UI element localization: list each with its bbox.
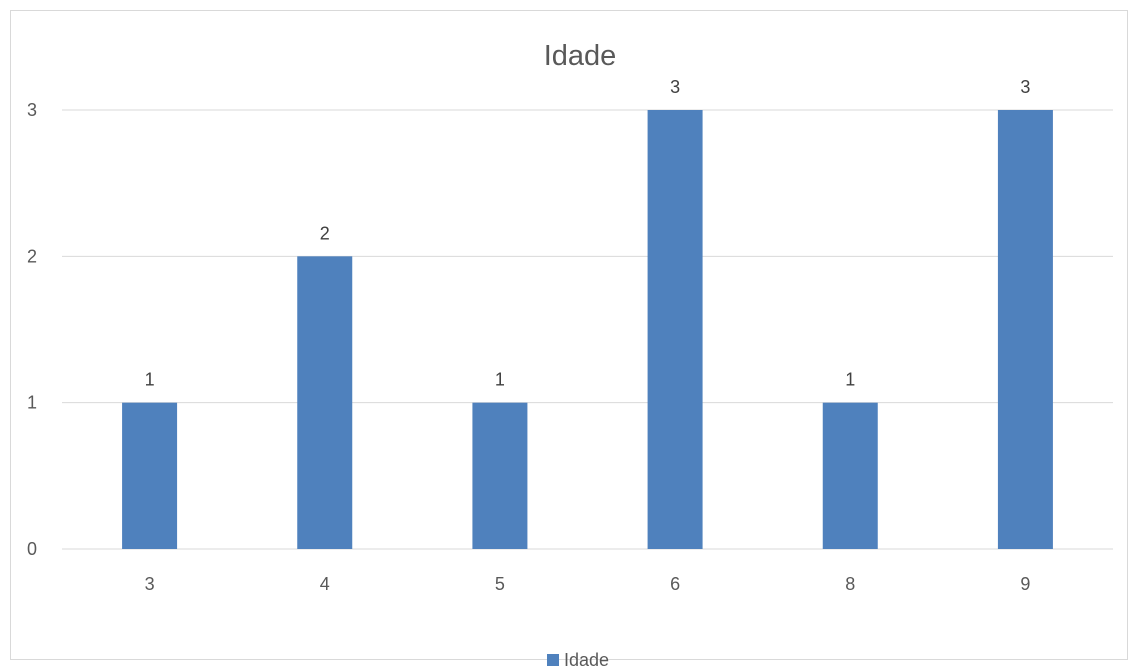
x-axis: 3 4 5 6 8 9 bbox=[145, 574, 1031, 594]
x-tick-label: 4 bbox=[320, 574, 330, 594]
y-axis: 0 1 2 3 bbox=[27, 100, 37, 559]
data-label: 1 bbox=[845, 370, 855, 390]
gridlines bbox=[62, 109, 1113, 550]
bar bbox=[122, 402, 178, 549]
x-tick-label: 6 bbox=[670, 574, 680, 594]
chart-title: Idade bbox=[544, 40, 617, 72]
legend: Idade bbox=[547, 650, 609, 666]
x-tick-label: 9 bbox=[1020, 574, 1030, 594]
bar bbox=[297, 256, 353, 549]
data-label: 1 bbox=[495, 370, 505, 390]
data-label: 3 bbox=[1020, 77, 1030, 97]
y-tick-label: 0 bbox=[27, 539, 37, 559]
bars: 1 2 1 3 1 3 bbox=[122, 77, 1053, 549]
bar bbox=[997, 110, 1053, 549]
x-tick-label: 8 bbox=[845, 574, 855, 594]
bar bbox=[472, 402, 528, 549]
data-label: 3 bbox=[670, 77, 680, 97]
y-tick-label: 2 bbox=[27, 246, 37, 266]
x-tick-label: 3 bbox=[145, 574, 155, 594]
bar bbox=[822, 402, 878, 549]
x-tick-label: 5 bbox=[495, 574, 505, 594]
data-label: 1 bbox=[145, 370, 155, 390]
chart-frame bbox=[10, 10, 1128, 660]
legend-swatch bbox=[547, 654, 559, 666]
bar bbox=[647, 110, 703, 549]
y-tick-label: 1 bbox=[27, 393, 37, 413]
y-tick-label: 3 bbox=[27, 100, 37, 120]
data-label: 2 bbox=[320, 223, 330, 243]
legend-label: Idade bbox=[564, 650, 609, 666]
